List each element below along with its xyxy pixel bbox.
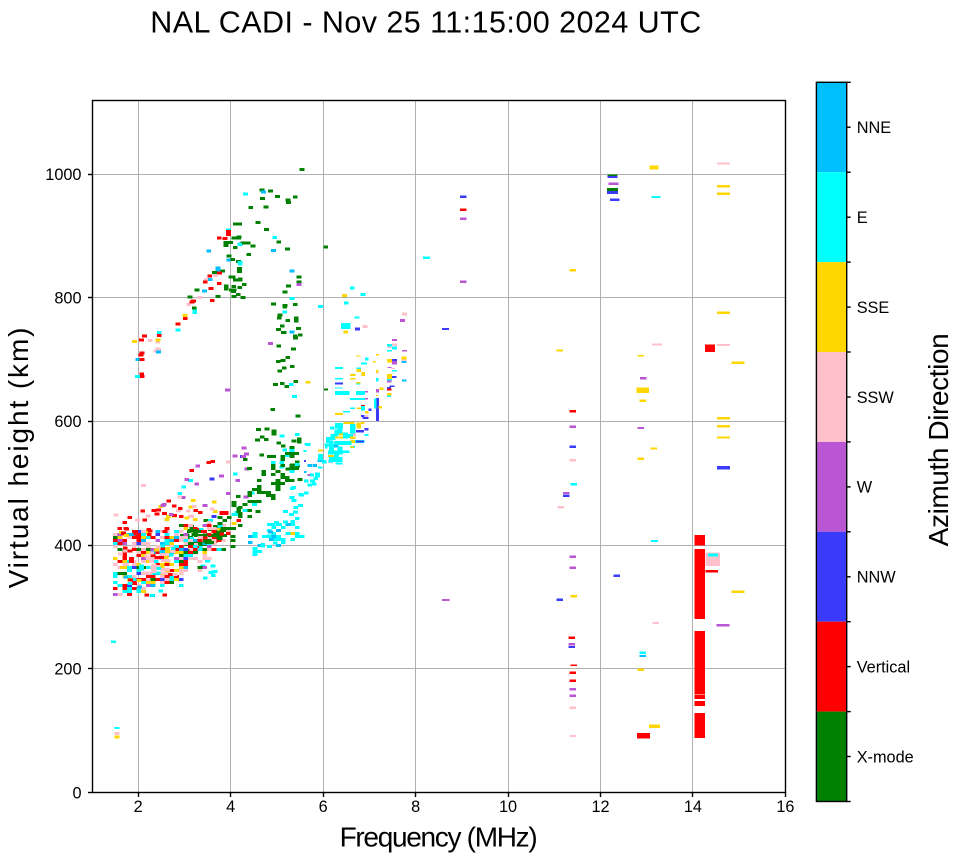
- svg-text:W: W: [857, 479, 873, 497]
- svg-text:NNW: NNW: [857, 569, 897, 587]
- svg-text:16: 16: [776, 798, 794, 816]
- svg-text:SSE: SSE: [857, 299, 890, 317]
- svg-text:10: 10: [499, 798, 517, 816]
- svg-text:600: 600: [54, 413, 81, 431]
- svg-text:Azimuth Direction: Azimuth Direction: [923, 334, 954, 547]
- svg-text:E: E: [857, 209, 868, 227]
- svg-text:Virtual height (km): Virtual height (km): [3, 326, 34, 589]
- svg-text:0: 0: [72, 784, 81, 802]
- svg-text:6: 6: [319, 798, 328, 816]
- svg-text:SSW: SSW: [857, 389, 895, 407]
- svg-text:800: 800: [54, 290, 81, 308]
- svg-text:14: 14: [684, 798, 702, 816]
- svg-text:NNE: NNE: [857, 119, 892, 137]
- svg-text:4: 4: [226, 798, 235, 816]
- svg-text:Frequency (MHz): Frequency (MHz): [340, 821, 537, 852]
- svg-text:400: 400: [54, 537, 81, 555]
- svg-text:200: 200: [54, 661, 81, 679]
- svg-text:12: 12: [591, 798, 609, 816]
- svg-text:NAL CADI - Nov 25 11:15:00 202: NAL CADI - Nov 25 11:15:00 2024 UTC: [150, 5, 701, 39]
- svg-text:X-mode: X-mode: [857, 748, 914, 766]
- svg-text:Vertical: Vertical: [857, 658, 910, 676]
- svg-text:2: 2: [134, 798, 143, 816]
- svg-text:8: 8: [411, 798, 420, 816]
- svg-text:1000: 1000: [45, 166, 81, 184]
